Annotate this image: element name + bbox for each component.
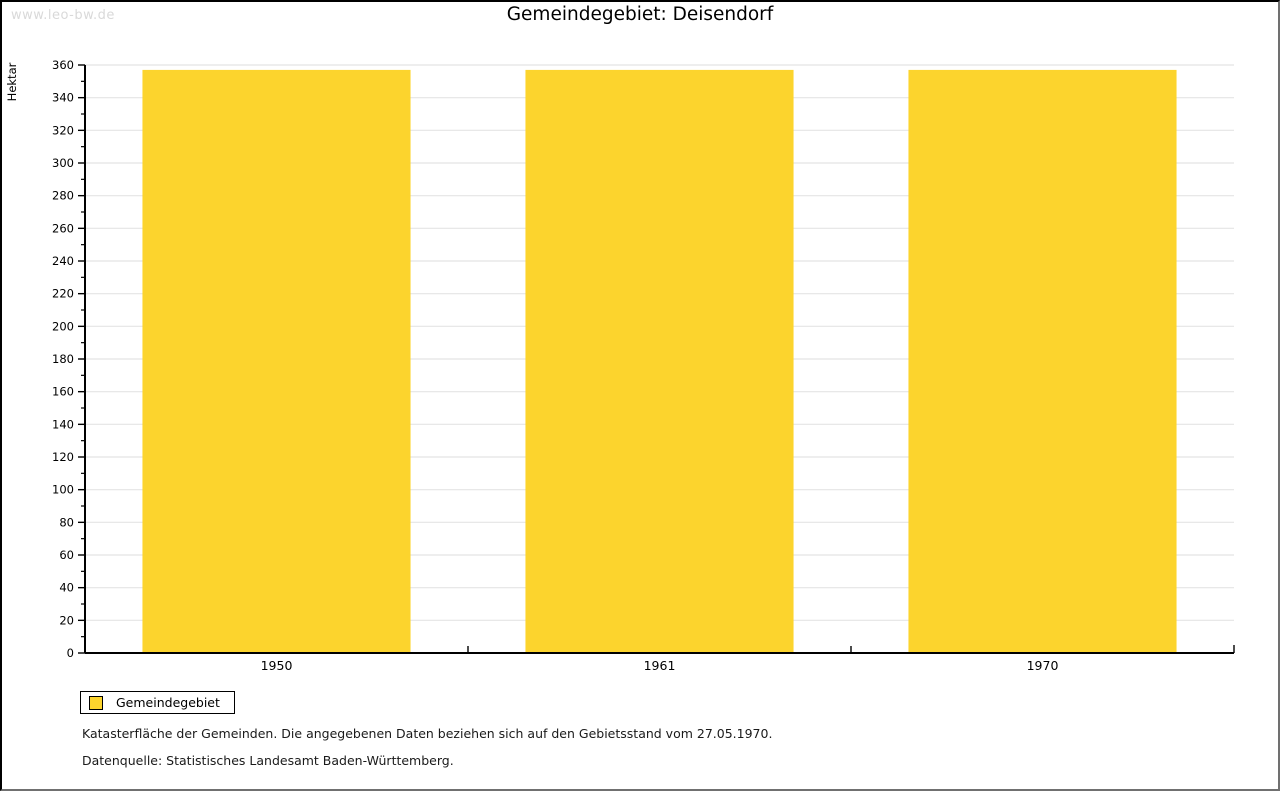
bar-1970: [908, 69, 1177, 653]
legend-swatch: [89, 695, 103, 710]
y-tick-label: 120: [52, 450, 74, 464]
legend: Gemeindegebiet: [80, 691, 235, 714]
legend-label: Gemeindegebiet: [116, 695, 220, 710]
y-tick-label: 300: [52, 156, 74, 170]
y-tick-label: 40: [59, 581, 74, 595]
footer-note: Katasterfläche der Gemeinden. Die angege…: [82, 726, 773, 741]
y-tick-label: 80: [59, 515, 74, 529]
y-tick-label: 180: [52, 352, 74, 366]
y-tick-label: 20: [59, 613, 74, 627]
y-tick-label: 200: [52, 319, 74, 333]
y-tick-label: 360: [52, 58, 74, 72]
bar-1961: [525, 69, 794, 653]
y-axis-title: Hektar: [5, 62, 19, 101]
page-title: Gemeindegebiet: Deisendorf: [506, 4, 774, 25]
y-tick-label: 320: [52, 123, 74, 137]
x-category-label: 1950: [261, 658, 293, 673]
y-tick-label: 60: [59, 548, 74, 562]
watermark: www.leo-bw.de: [11, 8, 115, 23]
y-tick-label: 160: [52, 385, 74, 399]
y-tick-label: 280: [52, 189, 74, 203]
bar-chart: 0 20 40 60 80 100 120 140 160 180 200 220 240 260 280 3…: [5, 58, 1235, 673]
footer-source: Datenquelle: Statistisches Landesamt Bad…: [82, 753, 454, 768]
y-tick-label: 340: [52, 91, 74, 105]
y-tick-label: 220: [52, 287, 74, 301]
bar-1950: [142, 69, 411, 653]
x-category-label: 1961: [644, 658, 676, 673]
y-tick-label: 260: [52, 221, 74, 235]
y-tick-label: 240: [52, 254, 74, 268]
x-category-label: 1970: [1027, 658, 1059, 673]
y-tick-label: 0: [67, 646, 74, 660]
y-tick-label: 100: [52, 483, 74, 497]
y-tick-label: 140: [52, 417, 74, 431]
